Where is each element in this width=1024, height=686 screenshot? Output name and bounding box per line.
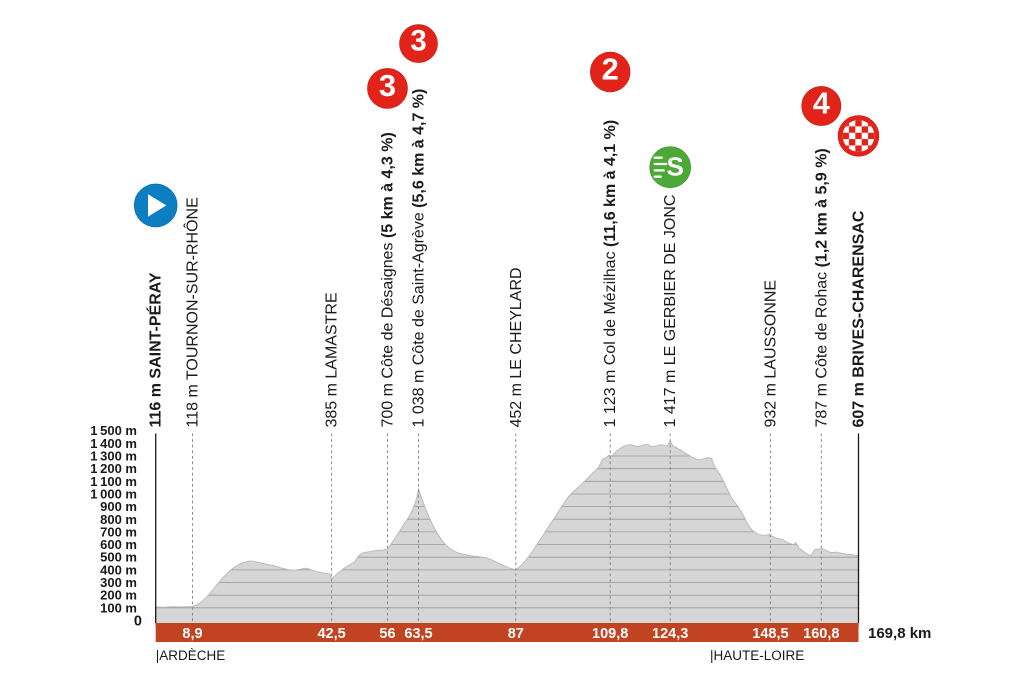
svg-text:452 m LE CHEYLARD: 452 m LE CHEYLARD [508, 267, 525, 427]
svg-text:1 500 m: 1 500 m [90, 423, 137, 438]
svg-text:0: 0 [134, 614, 142, 630]
svg-text:1 038 m Côte de Saint-Agrève (: 1 038 m Côte de Saint-Agrève (5,6 km à 4… [411, 89, 428, 428]
svg-text:118 m TOURNON-SUR-RHÔNE: 118 m TOURNON-SUR-RHÔNE [183, 197, 202, 427]
svg-text:56: 56 [379, 626, 395, 642]
svg-text:124,3: 124,3 [652, 626, 688, 642]
svg-text:|ARDÈCHE: |ARDÈCHE [156, 648, 226, 663]
svg-text:|HAUTE-LOIRE: |HAUTE-LOIRE [710, 648, 804, 663]
svg-text:2: 2 [602, 51, 619, 86]
svg-text:4: 4 [813, 86, 830, 120]
svg-text:160,8: 160,8 [803, 626, 839, 642]
svg-text:42,5: 42,5 [317, 626, 345, 642]
svg-text:3: 3 [410, 25, 426, 58]
svg-text:700 m Côte de Désaignes (5 km: 700 m Côte de Désaignes (5 km à 4,3 %) [380, 132, 397, 427]
svg-text:3: 3 [379, 68, 396, 103]
svg-text:607 m BRIVES-CHARENSAC: 607 m BRIVES-CHARENSAC [851, 210, 868, 427]
svg-text:109,8: 109,8 [592, 626, 628, 642]
svg-text:116 m SAINT-PÉRAY: 116 m SAINT-PÉRAY [146, 272, 165, 427]
svg-text:87: 87 [508, 626, 524, 642]
svg-text:169,8 km: 169,8 km [868, 625, 931, 642]
svg-text:148,5: 148,5 [752, 626, 788, 642]
svg-text:S: S [667, 152, 684, 182]
svg-text:1 417 m LE GERBIER DE JONC: 1 417 m LE GERBIER DE JONC [662, 195, 679, 428]
svg-text:8,9: 8,9 [182, 626, 202, 642]
svg-text:385 m LAMASTRE: 385 m LAMASTRE [324, 292, 341, 427]
svg-text:787 m Côte de Rohac (1,2 km à: 787 m Côte de Rohac (1,2 km à 5,9 %) [813, 148, 830, 427]
svg-text:1 123 m Col de Mézilhac (11,6: 1 123 m Col de Mézilhac (11,6 km à 4,1 %… [602, 120, 619, 428]
svg-text:63,5: 63,5 [404, 626, 432, 642]
svg-text:932 m LAUSSONNE: 932 m LAUSSONNE [762, 280, 779, 428]
